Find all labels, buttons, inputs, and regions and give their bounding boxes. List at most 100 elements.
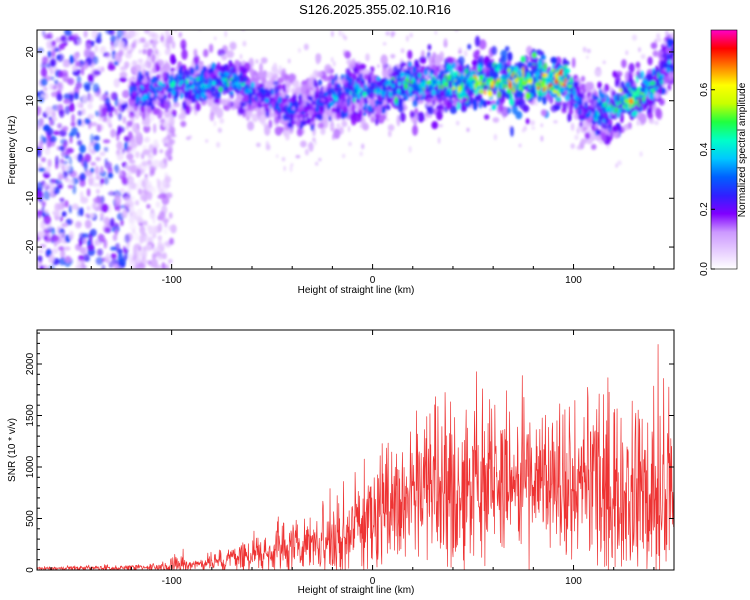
spectrogram-ridge-blob: [408, 61, 412, 68]
spectrogram-speckle: [279, 65, 282, 71]
spectrogram-speckle: [330, 126, 335, 132]
spectrogram-noise-blob: [55, 155, 59, 166]
spectrogram-ridge-blob: [378, 94, 383, 102]
spectrogram-ridge-blob: [178, 113, 186, 120]
spectrogram-ridge-blob: [243, 77, 248, 82]
spectrogram-ridge-blob: [628, 97, 634, 105]
spectrogram-ridge-blob: [576, 96, 580, 102]
spectrogram-ridge-blob: [243, 93, 250, 103]
spectrogram-noise-blob: [168, 138, 175, 145]
spectrogram-ridge-blob: [446, 63, 452, 71]
spectrogram-ridge-blob: [169, 116, 175, 126]
spectrogram-ridge-blob: [535, 70, 541, 78]
snr-series-line: [37, 344, 674, 570]
spectrogram-speckle: [193, 24, 197, 28]
spectrogram-noise-blob: [144, 177, 148, 185]
spectrogram-ridge-blob: [260, 113, 266, 125]
spectrogram-x-label: Height of straight line (km): [298, 285, 415, 296]
spectrogram-ridge-blob: [307, 78, 313, 87]
spectrogram-ridge-blob: [268, 119, 273, 129]
spectrogram-ridge-blob: [282, 115, 287, 120]
spectrogram-noise-blob: [84, 43, 92, 50]
spectrogram-ridge-blob: [260, 98, 265, 103]
spectrogram-noise-blob: [43, 86, 48, 92]
spectrogram-noise-blob: [72, 65, 78, 72]
spectrogram-ridge-blob: [570, 122, 575, 131]
spectrogram-ridge-blob: [272, 80, 280, 86]
spectrogram-ridge-blob: [262, 70, 268, 79]
spectrogram-noise-blob: [126, 153, 134, 161]
spectrogram-noise-blob: [129, 211, 133, 217]
spectrogram-ridge-blob: [286, 131, 290, 141]
spectrogram-noise-blob: [67, 184, 74, 189]
spectrogram-ridge-blob: [504, 46, 510, 52]
spectrogram-ridge-blob: [362, 91, 367, 98]
spectrogram-noise-blob: [50, 187, 54, 197]
spectrogram-noise-blob: [150, 151, 154, 162]
spectrogram-noise-blob: [63, 98, 71, 104]
spectrogram-ridge-blob: [478, 79, 483, 85]
spectrogram-ridge-blob: [499, 62, 504, 71]
spectrogram-ridge-blob: [166, 72, 170, 81]
spectrogram-noise-blob: [49, 253, 55, 263]
spectrogram-ridge-blob: [334, 86, 339, 94]
spectrogram-noise-blob: [40, 67, 48, 78]
snr-plot-area: [37, 330, 674, 570]
spectrogram-noise-blob: [113, 78, 121, 88]
spectrogram-ridge-blob: [621, 108, 627, 114]
spectrogram-noise-blob: [107, 64, 116, 71]
spectrogram-noise-blob: [69, 136, 73, 144]
spectrogram-noise-blob: [94, 165, 100, 176]
spectrogram-ridge-blob: [374, 118, 379, 126]
spectrogram-noise-blob: [54, 209, 61, 217]
spectrogram-speckle: [179, 32, 182, 36]
spectrogram-ridge-blob: [568, 108, 574, 115]
spectrogram-noise-blob: [84, 219, 92, 229]
spectrogram-ridge-blob: [325, 110, 334, 117]
spectrogram-ridge-blob: [520, 55, 526, 63]
spectrogram-speckle: [532, 21, 537, 27]
spectrogram-ridge-blob: [213, 87, 217, 92]
spectrogram-ridge-blob: [456, 101, 460, 110]
spectrogram-noise-blob: [136, 218, 145, 224]
spectrogram-ridge-blob: [244, 88, 250, 95]
spectrogram-ridge-blob: [569, 87, 574, 92]
spectrogram-speckle: [438, 124, 443, 128]
spectrogram-noise-blob: [144, 41, 149, 48]
spectrogram-ridge-blob: [640, 94, 645, 99]
spectrogram-ridge-blob: [345, 67, 351, 75]
spectrogram-ridge-blob: [624, 89, 631, 95]
spectrogram-noise-blob: [142, 149, 151, 156]
spectrogram-noise-blob: [136, 38, 142, 45]
spectrogram-ridge-blob: [569, 105, 573, 110]
spectrogram-ridge-blob: [318, 102, 324, 107]
colorbar-tick-label: 0.4: [699, 142, 710, 156]
spectrogram-ridge-blob: [315, 105, 320, 113]
spectrogram-noise-blob: [90, 133, 94, 144]
spectrogram-speckle: [654, 38, 658, 44]
spectrogram-ridge-blob: [344, 87, 349, 95]
spectrogram-noise-blob: [136, 208, 144, 217]
spectrogram-ridge-blob: [407, 50, 413, 60]
spectrogram-noise-blob: [124, 61, 130, 69]
spectrogram-speckle: [205, 139, 209, 143]
spectrogram-noise-blob: [103, 216, 110, 225]
spectrogram-ridge-blob: [554, 79, 559, 85]
spectrogram-noise-blob: [70, 121, 76, 127]
spectrogram-ridge-blob: [301, 93, 308, 101]
spectrogram-speckle: [400, 48, 405, 54]
spectrogram-ridge-blob: [381, 90, 386, 98]
spectrogram-ridge-blob: [449, 81, 453, 90]
spectrogram-noise-blob: [102, 139, 111, 144]
spectrogram-ridge-blob: [528, 80, 532, 84]
spectrogram-ridge-blob: [601, 132, 607, 142]
spectrogram-ridge-blob: [398, 98, 404, 107]
spectrogram-ridge-blob: [322, 75, 329, 82]
spectrogram-ridge-blob: [502, 74, 507, 80]
spectrogram-noise-blob: [59, 197, 65, 203]
spectrogram-noise-blob: [169, 237, 174, 245]
spectrogram-ridge-blob: [146, 106, 152, 114]
spectrogram-ridge-blob: [170, 67, 175, 73]
spectrogram-noise-blob: [161, 204, 168, 215]
